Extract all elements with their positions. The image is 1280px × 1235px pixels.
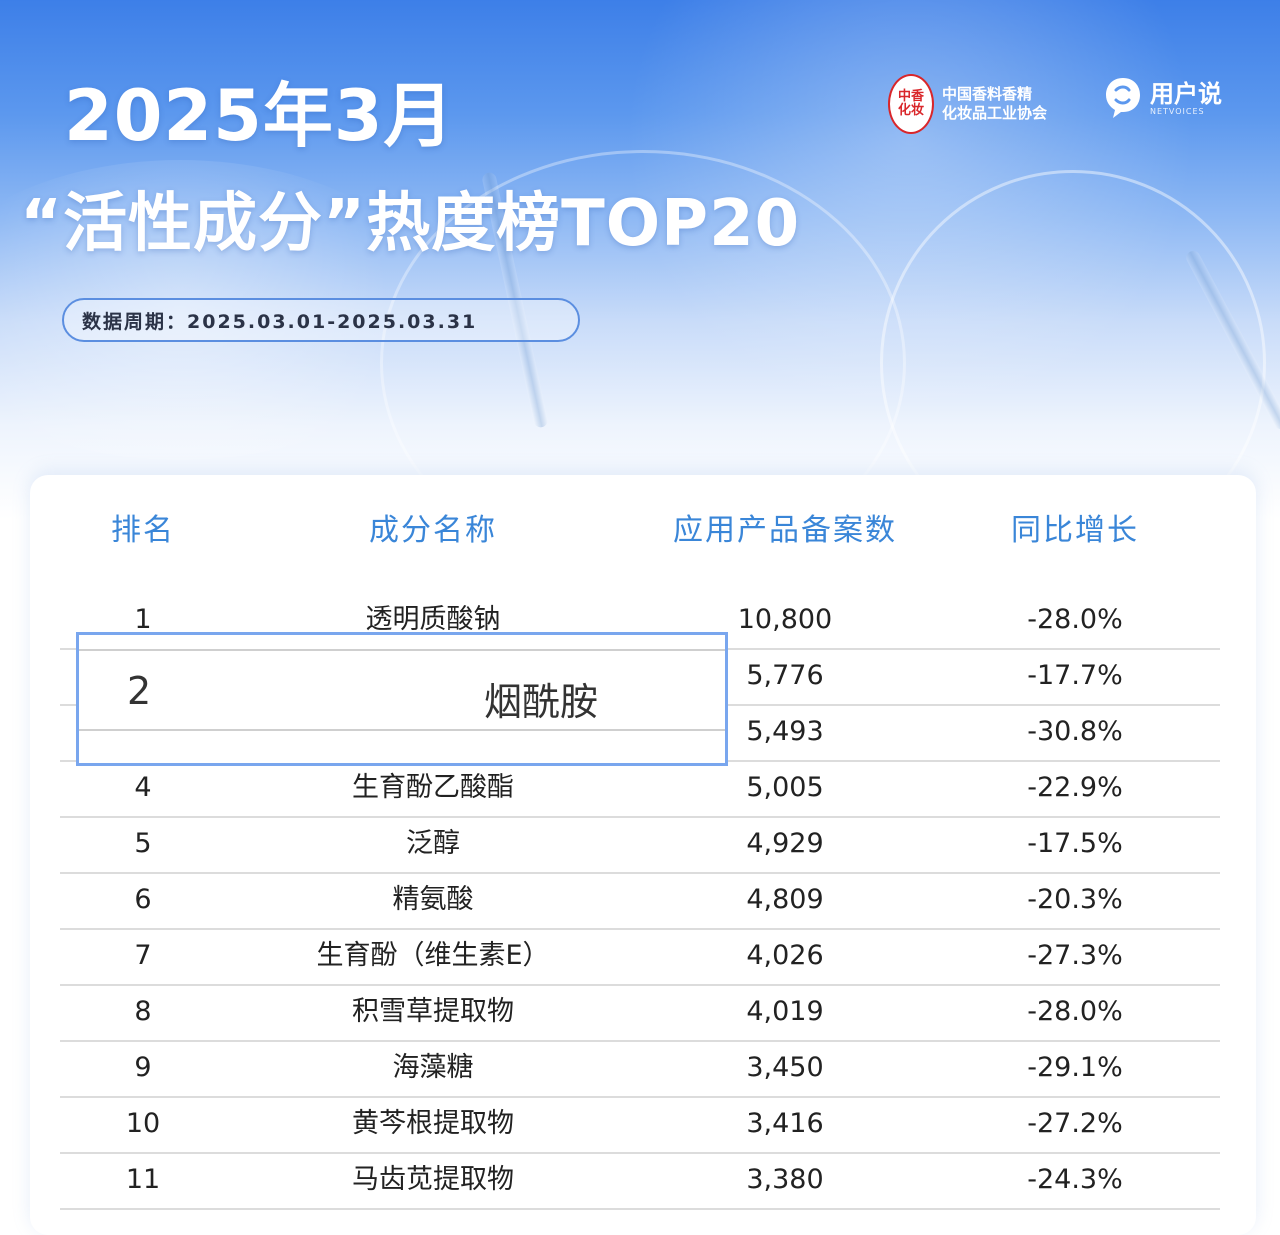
association-name: 中国香料香精 化妆品工业协会 — [942, 85, 1047, 123]
yoy-growth-cell: -29.1% — [1027, 1052, 1123, 1083]
rank-cell: 11 — [125, 1164, 161, 1195]
column-header-yoy-growth: 同比增长 — [1011, 513, 1139, 548]
association-seal-icon: 中香 化妆 — [888, 74, 934, 134]
filing-count-cell: 5,776 — [746, 660, 824, 691]
filing-count-cell: 5,493 — [746, 716, 824, 747]
seal-text-bottom: 化妆 — [897, 103, 924, 118]
association-logo: 中香 化妆 中国香料香精 化妆品工业协会 — [888, 74, 1047, 134]
yoy-growth-cell: -28.0% — [1027, 996, 1123, 1027]
netvoices-logo-icon — [1106, 78, 1140, 118]
yoy-growth-cell: -30.8% — [1027, 716, 1123, 747]
filing-count-cell: 3,450 — [746, 1052, 824, 1083]
yoy-growth-cell: -27.2% — [1027, 1108, 1123, 1139]
column-header-ingredient: 成分名称 — [369, 513, 497, 548]
brand-name: 用户说 — [1150, 78, 1222, 108]
filing-count-cell: 4,929 — [746, 828, 824, 859]
table-row: 10 黄芩根提取物 3,416 -27.2% — [60, 1096, 1220, 1154]
table-row: 9 海藻糖 3,450 -29.1% — [60, 1040, 1220, 1098]
table-row: 5 泛醇 4,929 -17.5% — [60, 816, 1220, 874]
filing-count-cell: 4,809 — [746, 884, 824, 915]
rank-cell: 10 — [125, 1108, 161, 1139]
yoy-growth-cell: -17.7% — [1027, 660, 1123, 691]
filing-count-cell: 4,019 — [746, 996, 824, 1027]
ingredient-name-cell: 黄芩根提取物 — [352, 1108, 514, 1139]
yoy-growth-cell: -20.3% — [1027, 884, 1123, 915]
ingredient-name-cell: 积雪草提取物 — [352, 996, 514, 1027]
table-row: 6 精氨酸 4,809 -20.3% — [60, 872, 1220, 930]
page-title-date: 2025年3月 — [64, 75, 455, 157]
brand-text: 用户说 NETVOICES — [1150, 78, 1222, 116]
rank-cell: 8 — [134, 996, 152, 1027]
decorative-ring-right — [880, 170, 1266, 520]
ranking-table-card — [30, 475, 1256, 1235]
data-period-text: 数据周期：2025.03.01-2025.03.31 — [82, 310, 478, 333]
filing-count-cell: 5,005 — [746, 772, 824, 803]
hero-banner: 2025年3月 “活性成分”热度榜TOP20 数据周期：2025.03.01-2… — [0, 0, 1280, 520]
filing-count-cell: 10,800 — [737, 604, 833, 635]
yoy-growth-cell: -27.3% — [1027, 940, 1123, 971]
magnifier-rank: 2 — [127, 669, 152, 713]
filing-count-cell: 4,026 — [746, 940, 824, 971]
table-row: 4 生育酚乙酸酯 5,005 -22.9% — [60, 760, 1220, 818]
ingredient-name-cell: 马齿苋提取物 — [352, 1164, 514, 1195]
ingredient-name-cell: 生育酚（维生素E） — [316, 940, 550, 971]
magnifier-ingredient-name: 烟酰胺 — [484, 680, 599, 724]
column-header-filings: 应用产品备案数 — [673, 513, 897, 548]
filing-count-cell: 3,416 — [746, 1108, 824, 1139]
rank-cell: 5 — [134, 828, 152, 859]
magnifier-row-divider — [79, 729, 725, 731]
page-title: “活性成分”热度榜TOP20 — [20, 187, 801, 261]
association-name-line1: 中国香料香精 — [942, 85, 1033, 103]
yoy-growth-cell: -24.3% — [1027, 1164, 1123, 1195]
table-row: 11 马齿苋提取物 3,380 -24.3% — [60, 1152, 1220, 1210]
rank-cell: 1 — [134, 604, 152, 635]
seal-text-top: 中香 — [897, 89, 924, 104]
magnifier-row-divider — [79, 649, 725, 651]
yoy-growth-cell: -28.0% — [1027, 604, 1123, 635]
rank-cell: 9 — [134, 1052, 152, 1083]
ingredient-name-cell: 透明质酸钠 — [365, 604, 501, 635]
rank-cell: 6 — [134, 884, 152, 915]
rank-cell: 4 — [134, 772, 152, 803]
yoy-growth-cell: -22.9% — [1027, 772, 1123, 803]
column-header-rank: 排名 — [111, 513, 175, 548]
data-period-badge: 数据周期：2025.03.01-2025.03.31 — [62, 298, 580, 342]
brand-logo: 用户说 NETVOICES — [1102, 74, 1222, 122]
ingredient-name-cell: 精氨酸 — [392, 884, 474, 915]
table-row: 8 积雪草提取物 4,019 -28.0% — [60, 984, 1220, 1042]
yoy-growth-cell: -17.5% — [1027, 828, 1123, 859]
magnifier-overlay: 2 烟酰胺 — [76, 632, 728, 766]
rank-cell: 7 — [134, 940, 152, 971]
brand-name-en: NETVOICES — [1150, 106, 1205, 116]
ingredient-name-cell: 泛醇 — [406, 828, 460, 859]
ingredient-name-cell: 海藻糖 — [392, 1052, 474, 1083]
ingredient-name-cell: 生育酚乙酸酯 — [352, 772, 514, 803]
filing-count-cell: 3,380 — [746, 1164, 824, 1195]
association-name-line2: 化妆品工业协会 — [942, 104, 1048, 122]
table-row: 7 生育酚（维生素E） 4,026 -27.3% — [60, 928, 1220, 986]
